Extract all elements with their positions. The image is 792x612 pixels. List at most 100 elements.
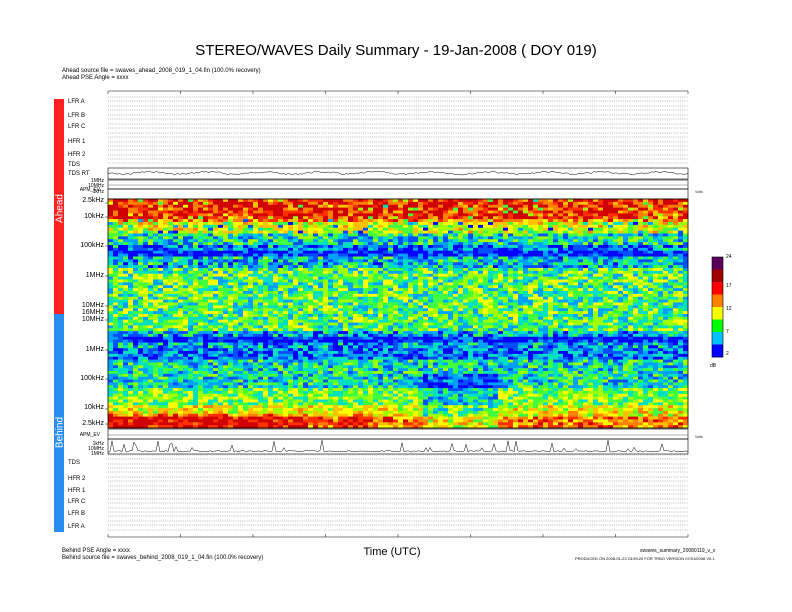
ahead-heatmap-cell: [198, 276, 204, 280]
ahead-heatmap-cell: [573, 308, 579, 312]
ahead-tds-trace: [107, 170, 689, 176]
ahead-heatmap-cell: [123, 224, 129, 229]
ahead-heatmap-cell: [383, 302, 389, 306]
ahead-heatmap-cell: [613, 308, 619, 312]
ahead-heatmap-cell: [218, 259, 224, 263]
ahead-heatmap-cell: [513, 288, 519, 292]
ahead-heatmap-cell: [498, 256, 504, 260]
ahead-heatmap-cell: [173, 247, 179, 252]
ahead-heatmap-cell: [348, 227, 354, 231]
ahead-heatmap-cell: [488, 282, 494, 286]
ahead-heatmap-cell: [503, 259, 509, 263]
ahead-heatmap-cell: [643, 285, 649, 289]
ahead-heatmap-cell: [233, 230, 239, 234]
ahead-heatmap-cell: [188, 233, 194, 237]
ahead-heatmap-cell: [313, 253, 319, 257]
ahead-heatmap-cell: [663, 253, 669, 257]
ahead-heatmap-cell: [603, 253, 609, 257]
ahead-heatmap-cell: [113, 308, 119, 312]
ahead-heatmap-cell: [583, 265, 589, 269]
ahead-heatmap-cell: [183, 270, 189, 275]
ahead-heatmap-cell: [608, 222, 614, 226]
ahead-heatmap-cell: [323, 308, 329, 312]
ahead-heatmap-cell: [643, 247, 649, 252]
ahead-heatmap-cell: [118, 288, 124, 292]
ahead-heatmap-cell: [353, 291, 359, 295]
ahead-heatmap-cell: [278, 224, 284, 229]
behind-heatmap-cell: [598, 314, 604, 318]
behind-heatmap-cell: [233, 319, 239, 323]
ahead-heatmap-cell: [483, 308, 489, 312]
behind-heatmap-cell: [113, 314, 119, 318]
ahead-heatmap-cell: [133, 265, 139, 269]
ahead-heatmap-cell: [263, 262, 269, 266]
ahead-heatmap-cell: [288, 250, 294, 254]
ahead-heatmap-cell: [273, 213, 279, 217]
ahead-heatmap-cell: [598, 204, 604, 208]
ahead-heatmap-cell: [508, 207, 514, 211]
ahead-heatmap-cell: [368, 224, 374, 229]
ahead-heatmap-cell: [148, 199, 154, 203]
ahead-heatmap-cell: [153, 253, 159, 257]
ahead-heatmap-cell: [198, 213, 204, 217]
ahead-heatmap-cell: [558, 288, 564, 292]
ahead-heatmap-cell: [628, 299, 634, 303]
ahead-heatmap-cell: [118, 239, 124, 243]
ahead-heatmap-cell: [678, 253, 684, 257]
ahead-heatmap-cell: [588, 279, 594, 283]
ahead-heatmap-cell: [488, 250, 494, 254]
ahead-heatmap-cell: [253, 222, 259, 226]
ahead-heatmap-cell: [303, 239, 309, 243]
ahead-heatmap-cell: [603, 239, 609, 243]
ahead-heatmap-cell: [118, 219, 124, 223]
ahead-heatmap-cell: [683, 227, 689, 231]
ahead-heatmap-cell: [563, 253, 569, 257]
ahead-heatmap-cell: [183, 273, 189, 277]
ahead-heatmap-cell: [378, 299, 384, 303]
ahead-heatmap-cell: [328, 302, 334, 306]
ahead-heatmap-cell: [168, 293, 174, 298]
ahead-heatmap-cell: [653, 224, 659, 229]
ahead-heatmap-cell: [453, 245, 459, 249]
ahead-heatmap-cell: [373, 259, 379, 263]
ahead-heatmap-cell: [133, 296, 139, 300]
ahead-heatmap-cell: [548, 282, 554, 286]
ahead-heatmap-cell: [303, 216, 309, 220]
behind-heatmap-cell: [363, 316, 369, 320]
ahead-heatmap-cell: [143, 296, 149, 300]
ahead-heatmap-cell: [353, 227, 359, 231]
ahead-heatmap-cell: [553, 253, 559, 257]
ahead-row-label: HFR 2: [68, 152, 86, 158]
ahead-heatmap-cell: [528, 224, 534, 229]
ahead-heatmap-cell: [363, 262, 369, 266]
ahead-heatmap-cell: [378, 207, 384, 211]
behind-heatmap-cell: [128, 316, 134, 320]
ahead-heatmap-cell: [448, 279, 454, 283]
ahead-heatmap-cell: [153, 296, 159, 300]
ahead-heatmap-cell: [603, 308, 609, 312]
ahead-heatmap-cell: [148, 242, 154, 246]
ahead-heatmap-cell: [583, 305, 589, 309]
ahead-heatmap-cell: [353, 282, 359, 286]
ahead-heatmap-cell: [528, 273, 534, 277]
ahead-heatmap-cell: [343, 247, 349, 252]
ahead-heatmap-cell: [413, 201, 419, 206]
ahead-heatmap-cell: [558, 291, 564, 295]
ahead-heatmap-cell: [643, 204, 649, 208]
ahead-heatmap-cell: [138, 210, 144, 214]
ahead-heatmap-cell: [628, 199, 634, 203]
ahead-heatmap-cell: [218, 207, 224, 211]
ahead-heatmap-cell: [388, 285, 394, 289]
ahead-heatmap-cell: [378, 219, 384, 223]
ahead-heatmap-cell: [378, 285, 384, 289]
ahead-heatmap-cell: [118, 207, 124, 211]
ahead-heatmap-cell: [273, 253, 279, 257]
ahead-heatmap-cell: [648, 210, 654, 214]
ahead-heatmap-cell: [503, 270, 509, 275]
ahead-heatmap-cell: [683, 285, 689, 289]
ahead-heatmap-cell: [153, 233, 159, 237]
ahead-heatmap-cell: [478, 259, 484, 263]
ahead-heatmap-cell: [538, 265, 544, 269]
ahead-heatmap-cell: [388, 305, 394, 309]
ahead-heatmap-cell: [358, 285, 364, 289]
